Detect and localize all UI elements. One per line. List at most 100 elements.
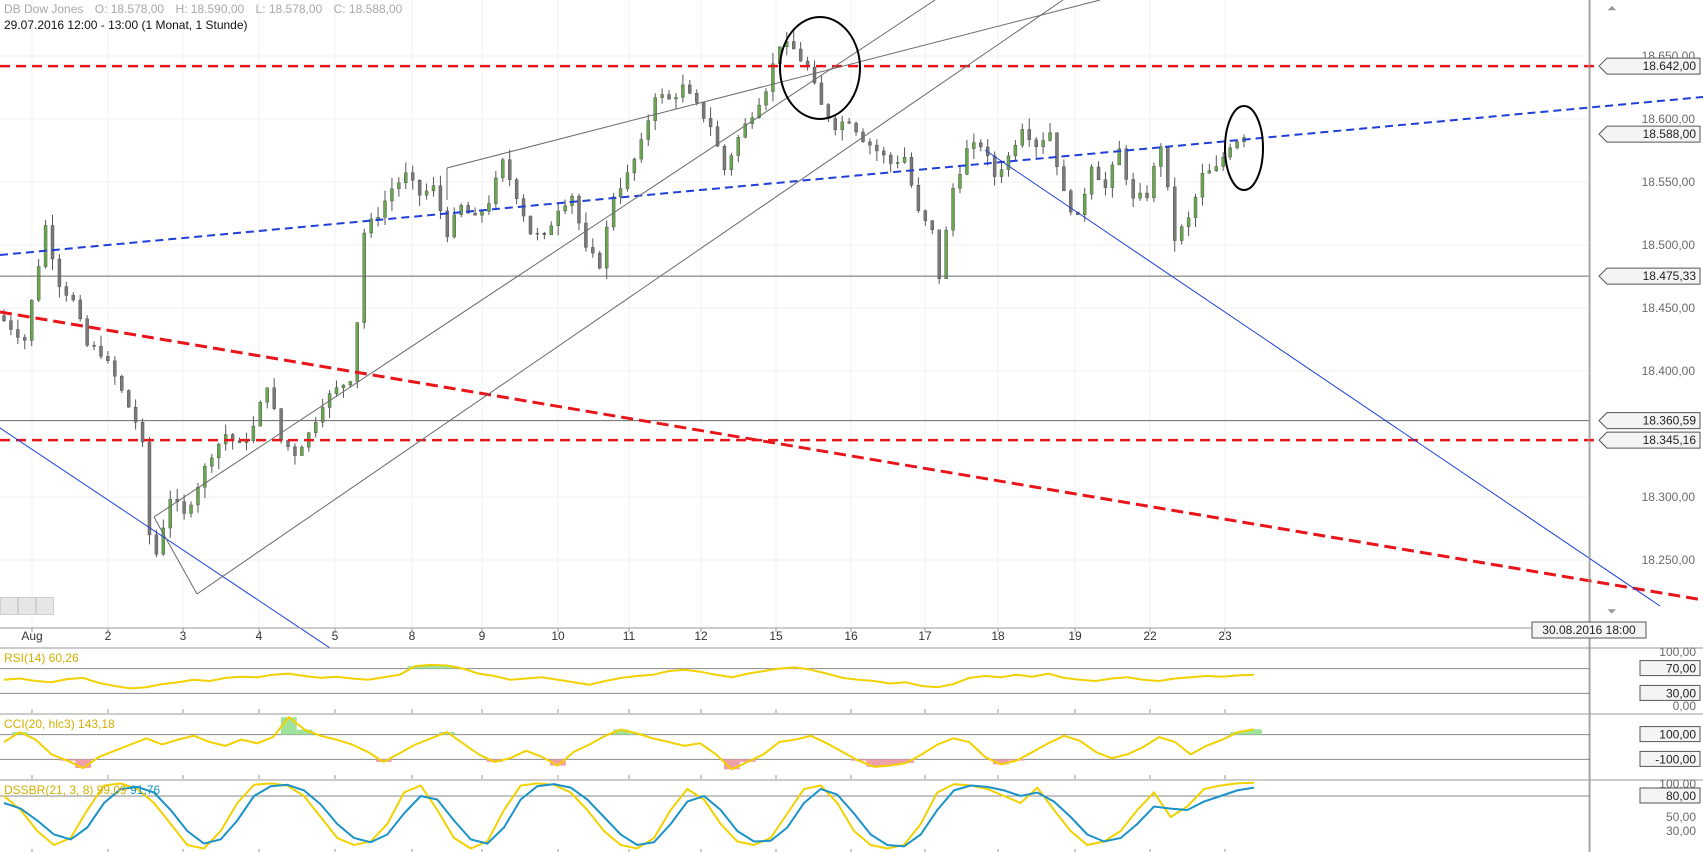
candle-body-163: [1131, 179, 1135, 199]
candle-body-70: [487, 203, 491, 212]
candle-body-150: [1041, 140, 1045, 147]
candle-body-165: [1145, 192, 1149, 199]
candle-body-139: [965, 148, 969, 175]
highlight-circle-last: [1224, 105, 1264, 191]
candle-body-30: [210, 457, 214, 467]
candle-body-121: [840, 121, 844, 130]
candle-body-71: [494, 177, 498, 204]
candle-body-0: [2, 315, 6, 321]
cci-value: 143,18: [78, 717, 115, 731]
scroll-down-icon[interactable]: ⏷: [1607, 604, 1617, 618]
dssbr-value-2: 91,76: [130, 783, 161, 797]
x-tick-label-11: 16: [844, 629, 858, 643]
candle-body-147: [1020, 129, 1025, 146]
candle-body-100: [695, 93, 699, 103]
candle-body-102: [708, 118, 713, 128]
dssbr-tick-label-3: 30,00: [1666, 824, 1696, 838]
x-tick-label-4: 5: [332, 629, 339, 643]
dssbr-series-line-1: [3, 783, 1255, 848]
x-tick-label-13: 18: [991, 629, 1005, 643]
cci-tick-box-0: [1639, 726, 1701, 743]
cci-fill-high-19: [296, 729, 313, 735]
candle-body-127: [882, 150, 886, 156]
candle-body-9: [64, 286, 69, 296]
candle-body-117: [812, 67, 817, 84]
candle-body-16: [113, 360, 117, 377]
x-tick-label-7: 10: [551, 629, 565, 643]
candle-body-11: [78, 299, 82, 320]
cci-fill-low-57: [897, 759, 914, 764]
cci-fill-high-18: [280, 717, 297, 735]
candle-body-89: [618, 188, 623, 198]
candle-body-160: [1110, 164, 1115, 188]
candle-body-65: [452, 214, 456, 238]
zoom-out-button[interactable]: [0, 597, 18, 615]
candle-body-156: [1082, 194, 1087, 215]
candle-body-58: [404, 172, 408, 184]
candle-body-4: [30, 299, 34, 341]
candle-body-48: [334, 387, 339, 394]
candle-body-130: [902, 156, 907, 163]
candle-body-170: [1179, 226, 1184, 241]
candle-body-91: [632, 158, 637, 173]
candle-body-101: [701, 102, 706, 119]
candle-body-106: [736, 137, 741, 156]
candle-body-104: [722, 145, 727, 170]
dssbr-tick-label-1: 80,00: [1666, 789, 1696, 803]
candle-body-72: [501, 159, 505, 179]
candle-body-178: [1235, 141, 1239, 148]
candle-body-55: [383, 200, 387, 218]
cci-series-line-0: [3, 715, 1255, 771]
chart-menu-button[interactable]: [36, 597, 54, 615]
candle-body-146: [1013, 144, 1018, 157]
candle-body-103: [715, 126, 720, 147]
candle-body-69: [480, 211, 484, 216]
rsi-tick-box-2: [1639, 684, 1701, 701]
candle-body-120: [833, 118, 837, 130]
candle-body-110: [764, 91, 768, 106]
candle-body-166: [1152, 166, 1156, 199]
candle-body-167: [1159, 146, 1163, 167]
channel-lower-line: [196, 0, 1064, 595]
candle-body-152: [1055, 132, 1059, 167]
x-tick-label-12: 17: [918, 629, 932, 643]
cci-tick-label-0: 100,00: [1659, 728, 1696, 742]
candle-body-17: [120, 376, 124, 391]
candle-body-7: [50, 225, 55, 260]
candle-body-79: [549, 225, 553, 235]
candle-body-157: [1089, 166, 1094, 195]
x-tick-label-10: 15: [769, 629, 783, 643]
candle-body-20: [140, 422, 145, 443]
scroll-up-icon[interactable]: ⏶: [1607, 1, 1617, 15]
rsi-fill-high-27: [423, 664, 440, 669]
candle-body-92: [639, 139, 644, 160]
candle-body-119: [826, 104, 831, 119]
candle-body-67: [466, 205, 470, 214]
dssbr-value-1: 99,09: [96, 783, 127, 797]
candle-body-68: [473, 213, 477, 216]
candle-body-23: [161, 527, 166, 555]
candle-body-46: [320, 407, 325, 423]
x-tick-label-0: Aug: [21, 629, 42, 643]
candle-body-61: [424, 190, 429, 196]
candle-body-123: [854, 122, 858, 133]
candle-body-161: [1117, 148, 1122, 166]
zoom-in-button[interactable]: [18, 597, 36, 615]
channel-top-trend-line: [446, 0, 1101, 169]
candle-body-162: [1124, 148, 1128, 180]
candle-body-90: [625, 172, 630, 189]
candle-body-8: [57, 258, 62, 287]
candle-body-159: [1103, 179, 1108, 188]
price-tick-label-5: 18.400,00: [1642, 364, 1696, 378]
dssbr-tick-label-2: 50,00: [1666, 810, 1696, 824]
x-tick-label-16: 23: [1218, 629, 1232, 643]
candle-body-52: [362, 232, 366, 323]
candle-body-111: [771, 63, 775, 92]
candle-body-45: [314, 421, 318, 433]
candle-body-49: [341, 384, 346, 388]
rsi-tick-box-1: [1639, 660, 1701, 677]
cci-fill-high-28: [439, 732, 455, 735]
channel-start-edge: [153, 516, 198, 595]
candle-body-84: [584, 222, 588, 248]
